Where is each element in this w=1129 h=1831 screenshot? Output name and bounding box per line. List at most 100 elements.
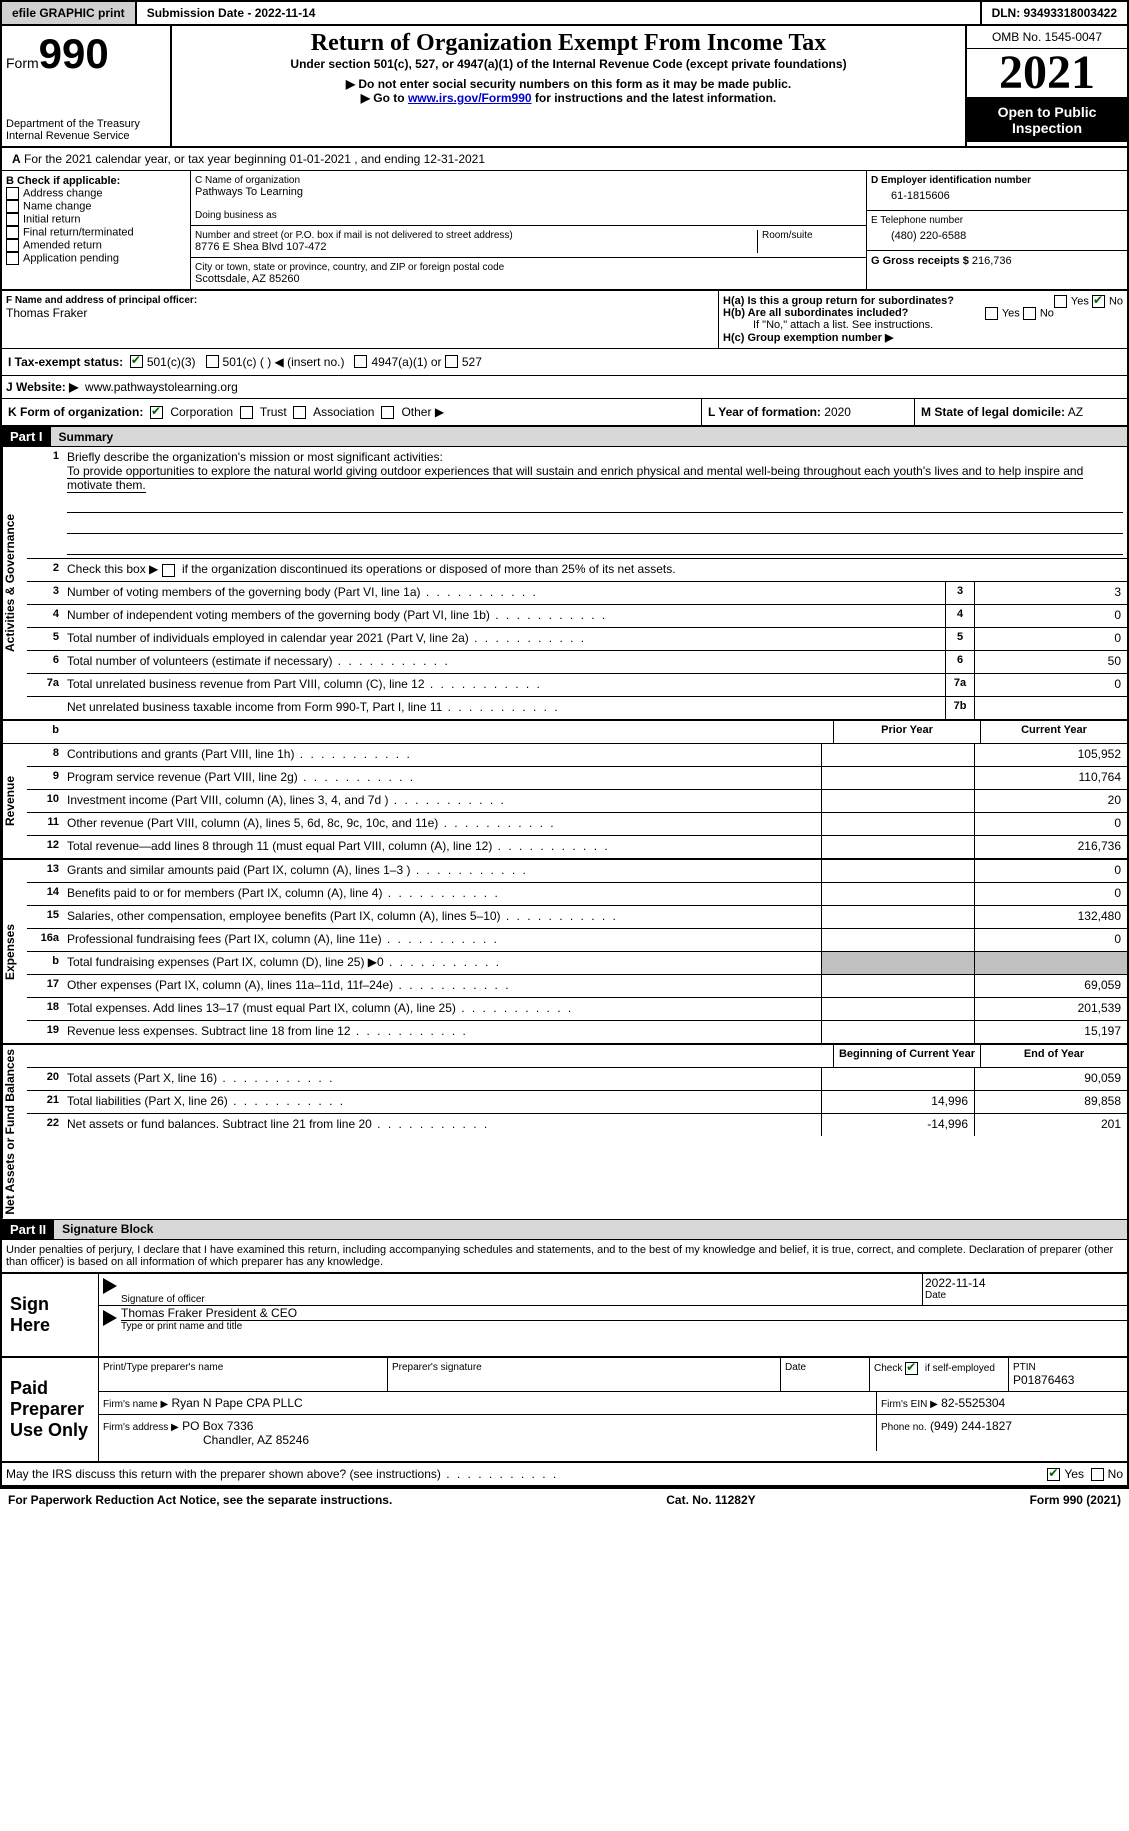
box-d: D Employer identification number 61-1815… <box>867 171 1127 289</box>
room-label: Room/suite <box>762 230 862 241</box>
tax-501c3[interactable] <box>130 355 143 368</box>
org-other[interactable] <box>381 406 394 419</box>
gross-label: G Gross receipts $ <box>871 255 969 267</box>
irs-label: Internal Revenue Service <box>6 130 166 142</box>
phone-label: E Telephone number <box>871 215 1123 226</box>
vtab-governance: Activities & Governance <box>2 447 27 719</box>
org-assoc[interactable] <box>293 406 306 419</box>
table-row: 4Number of independent voting members of… <box>27 605 1127 628</box>
ha-yes[interactable] <box>1054 295 1067 308</box>
checkbox-name-change[interactable] <box>6 200 19 213</box>
entity-grid: B Check if applicable: Address change Na… <box>0 171 1129 291</box>
website-url: www.pathwaystolearning.org <box>85 380 238 394</box>
penalties-text: Under penalties of perjury, I declare th… <box>0 1240 1129 1273</box>
org-corp[interactable] <box>150 406 163 419</box>
officer-label: F Name and address of principal officer: <box>6 295 197 306</box>
org-trust[interactable] <box>240 406 253 419</box>
sign-block: Sign Here Signature of officer 2022-11-1… <box>0 1273 1129 1358</box>
tax-501c[interactable] <box>206 355 219 368</box>
table-row: 9Program service revenue (Part VIII, lin… <box>27 767 1127 790</box>
row-i: I Tax-exempt status: 501(c)(3) 501(c) ( … <box>0 349 1129 376</box>
discuss-yes[interactable] <box>1047 1468 1060 1481</box>
summary-header-be: Net Assets or Fund Balances Beginning of… <box>0 1045 1129 1220</box>
summary-revenue: Revenue 8Contributions and grants (Part … <box>0 744 1129 860</box>
city-state-zip: Scottsdale, AZ 85260 <box>195 273 862 285</box>
state-domicile: AZ <box>1068 405 1083 419</box>
street-address: 8776 E Shea Blvd 107-472 <box>195 241 757 253</box>
table-row: 7aTotal unrelated business revenue from … <box>27 674 1127 697</box>
discuss-no[interactable] <box>1091 1468 1104 1481</box>
sign-date: 2022-11-14 <box>925 1276 1125 1290</box>
hdr-prior: Prior Year <box>833 721 980 743</box>
row-klm: K Form of organization: Corporation Trus… <box>0 399 1129 427</box>
tax-527[interactable] <box>445 355 458 368</box>
table-row: 8Contributions and grants (Part VIII, li… <box>27 744 1127 767</box>
hb-no[interactable] <box>1023 307 1036 320</box>
ptin-value: P01876463 <box>1013 1373 1123 1387</box>
addr-label: Number and street (or P.O. box if mail i… <box>195 230 757 241</box>
page-footer: For Paperwork Reduction Act Notice, see … <box>0 1487 1129 1511</box>
firm-addr1: PO Box 7336 <box>182 1419 253 1433</box>
checkbox-final-return[interactable] <box>6 226 19 239</box>
hdr-begin: Beginning of Current Year <box>833 1045 980 1067</box>
table-row: 15Salaries, other compensation, employee… <box>27 906 1127 929</box>
ein-value: 61-1815606 <box>871 186 1123 206</box>
vtab-revenue: Revenue <box>2 744 27 858</box>
box-b: B Check if applicable: Address change Na… <box>2 171 191 289</box>
officer-printed-name: Thomas Fraker President & CEO <box>121 1306 1127 1321</box>
dba-label: Doing business as <box>195 210 862 221</box>
efile-print-button[interactable]: efile GRAPHIC print <box>2 2 137 24</box>
mission-text: To provide opportunities to explore the … <box>67 464 1083 493</box>
discuss-row: May the IRS discuss this return with the… <box>0 1463 1129 1487</box>
summary-expenses: Expenses 13Grants and similar amounts pa… <box>0 860 1129 1045</box>
part1-bar: Part I Summary <box>0 427 1129 447</box>
table-row: 19Revenue less expenses. Subtract line 1… <box>27 1021 1127 1043</box>
ha-no[interactable] <box>1092 295 1105 308</box>
table-row: 18Total expenses. Add lines 13–17 (must … <box>27 998 1127 1021</box>
row-j: J Website: ▶ www.pathwaystolearning.org <box>0 376 1129 399</box>
discontinued-checkbox[interactable] <box>162 564 175 577</box>
table-row: 12Total revenue—add lines 8 through 11 (… <box>27 836 1127 858</box>
table-row: bTotal fundraising expenses (Part IX, co… <box>27 952 1127 975</box>
checkbox-initial-return[interactable] <box>6 213 19 226</box>
h-b: H(b) Are all subordinates included? Yes … <box>723 307 1123 319</box>
table-row: 17Other expenses (Part IX, column (A), l… <box>27 975 1127 998</box>
dln: DLN: 93493318003422 <box>982 2 1127 24</box>
table-row: 10Investment income (Part VIII, column (… <box>27 790 1127 813</box>
table-row: 11Other revenue (Part VIII, column (A), … <box>27 813 1127 836</box>
h-c: H(c) Group exemption number ▶ <box>723 332 893 344</box>
irs-link[interactable]: www.irs.gov/Form990 <box>408 91 532 105</box>
form-number: Form990 <box>6 30 166 78</box>
table-row: 6Total number of volunteers (estimate if… <box>27 651 1127 674</box>
phone-value: (480) 220-6588 <box>871 226 1123 246</box>
org-name: Pathways To Learning <box>195 186 862 198</box>
tax-4947[interactable] <box>354 355 367 368</box>
vtab-net: Net Assets or Fund Balances <box>2 1045 27 1219</box>
officer-name: Thomas Fraker <box>6 306 714 320</box>
preparer-label: Paid Preparer Use Only <box>2 1358 99 1461</box>
form-header: Form990 Department of the Treasury Inter… <box>0 26 1129 148</box>
checkbox-address-change[interactable] <box>6 187 19 200</box>
hb-note: If "No," attach a list. See instructions… <box>723 319 1123 331</box>
hdr-current: Current Year <box>980 721 1127 743</box>
box-c: C Name of organization Pathways To Learn… <box>191 171 867 289</box>
h-a: H(a) Is this a group return for subordin… <box>723 295 1123 307</box>
table-row: Net unrelated business taxable income fr… <box>27 697 1127 719</box>
table-row: 21Total liabilities (Part X, line 26)14,… <box>27 1091 1127 1114</box>
firm-name: Ryan N Pape CPA PLLC <box>172 1396 303 1410</box>
part2-bar: Part II Signature Block <box>0 1220 1129 1240</box>
hb-yes[interactable] <box>985 307 998 320</box>
summary-header-pc: b Prior Year Current Year <box>0 721 1129 744</box>
checkbox-application-pending[interactable] <box>6 252 19 265</box>
checkbox-amended[interactable] <box>6 239 19 252</box>
form-title: Return of Organization Exempt From Incom… <box>176 30 961 57</box>
table-row: 13Grants and similar amounts paid (Part … <box>27 860 1127 883</box>
firm-ein: 82-5525304 <box>941 1396 1005 1410</box>
tax-year: 2021 <box>967 49 1127 98</box>
submission-date: Submission Date - 2022-11-14 <box>137 2 982 24</box>
gross-receipts: 216,736 <box>972 255 1012 267</box>
org-name-label: C Name of organization <box>195 175 862 186</box>
sign-here-label: Sign Here <box>2 1274 99 1356</box>
arrow-icon <box>103 1278 117 1294</box>
self-employed-checkbox[interactable] <box>905 1362 918 1375</box>
